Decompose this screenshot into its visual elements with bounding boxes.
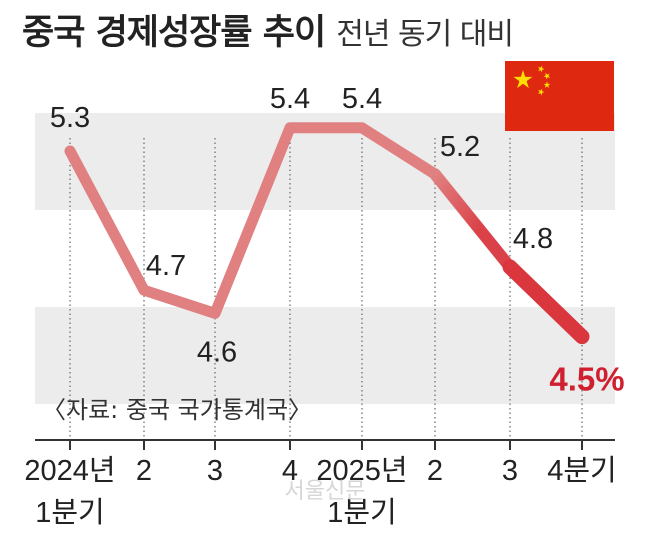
value-label: 5.4 bbox=[270, 83, 310, 115]
watermark: 서울신문 bbox=[285, 479, 366, 504]
flag-star-large bbox=[513, 70, 533, 89]
background-band bbox=[35, 307, 615, 404]
series-line-highlight bbox=[502, 259, 590, 345]
flag-star-small bbox=[538, 88, 545, 96]
x-axis-labels: 2024년 1분기 2 3 4 2025년 1분기 2 3 4분기 bbox=[24, 455, 616, 529]
category-gridlines bbox=[69, 138, 583, 440]
value-label: 5.2 bbox=[440, 131, 480, 163]
x-axis-label: 2024년 1분기 bbox=[24, 455, 115, 529]
x-axis-label: 2025년 1분기 bbox=[316, 455, 407, 529]
china-flag-icon bbox=[505, 61, 614, 131]
x-axis-ticks bbox=[69, 440, 583, 450]
x-axis-label: 2 bbox=[136, 455, 152, 487]
value-label: 4.5% bbox=[549, 361, 624, 398]
flag-star-small bbox=[543, 72, 551, 80]
value-label: 5.3 bbox=[50, 102, 90, 134]
chart-subtitle: 전년 동기 대비 bbox=[336, 17, 514, 52]
flag-star-small bbox=[538, 65, 545, 73]
flag-star-small bbox=[543, 81, 551, 88]
flag-background bbox=[505, 61, 614, 131]
value-label: 5.4 bbox=[342, 83, 382, 115]
x-axis-label: 4 bbox=[282, 455, 298, 487]
value-label: 4.8 bbox=[513, 223, 553, 255]
x-axis-label: 2 bbox=[427, 455, 443, 487]
series-line bbox=[64, 122, 590, 345]
value-labels: 5.3 4.7 4.6 5.4 5.4 5.2 4.8 4.5% bbox=[50, 83, 625, 398]
flag-stars bbox=[513, 65, 551, 96]
series-line-fade bbox=[429, 168, 516, 273]
x-axis-label: 3 bbox=[207, 455, 223, 487]
value-label: 4.6 bbox=[197, 336, 237, 368]
source-note: 〈자료: 중국 국가통계국〉 bbox=[42, 396, 312, 424]
x-axis-label: 3 bbox=[502, 455, 518, 487]
chart-title: 중국 경제성장률 추이 bbox=[22, 13, 326, 53]
value-label: 4.7 bbox=[146, 250, 186, 282]
background-bands bbox=[35, 113, 615, 404]
x-axis-label: 4분기 bbox=[547, 455, 617, 487]
chart-header: 중국 경제성장률 추이 전년 동기 대비 bbox=[22, 4, 514, 55]
